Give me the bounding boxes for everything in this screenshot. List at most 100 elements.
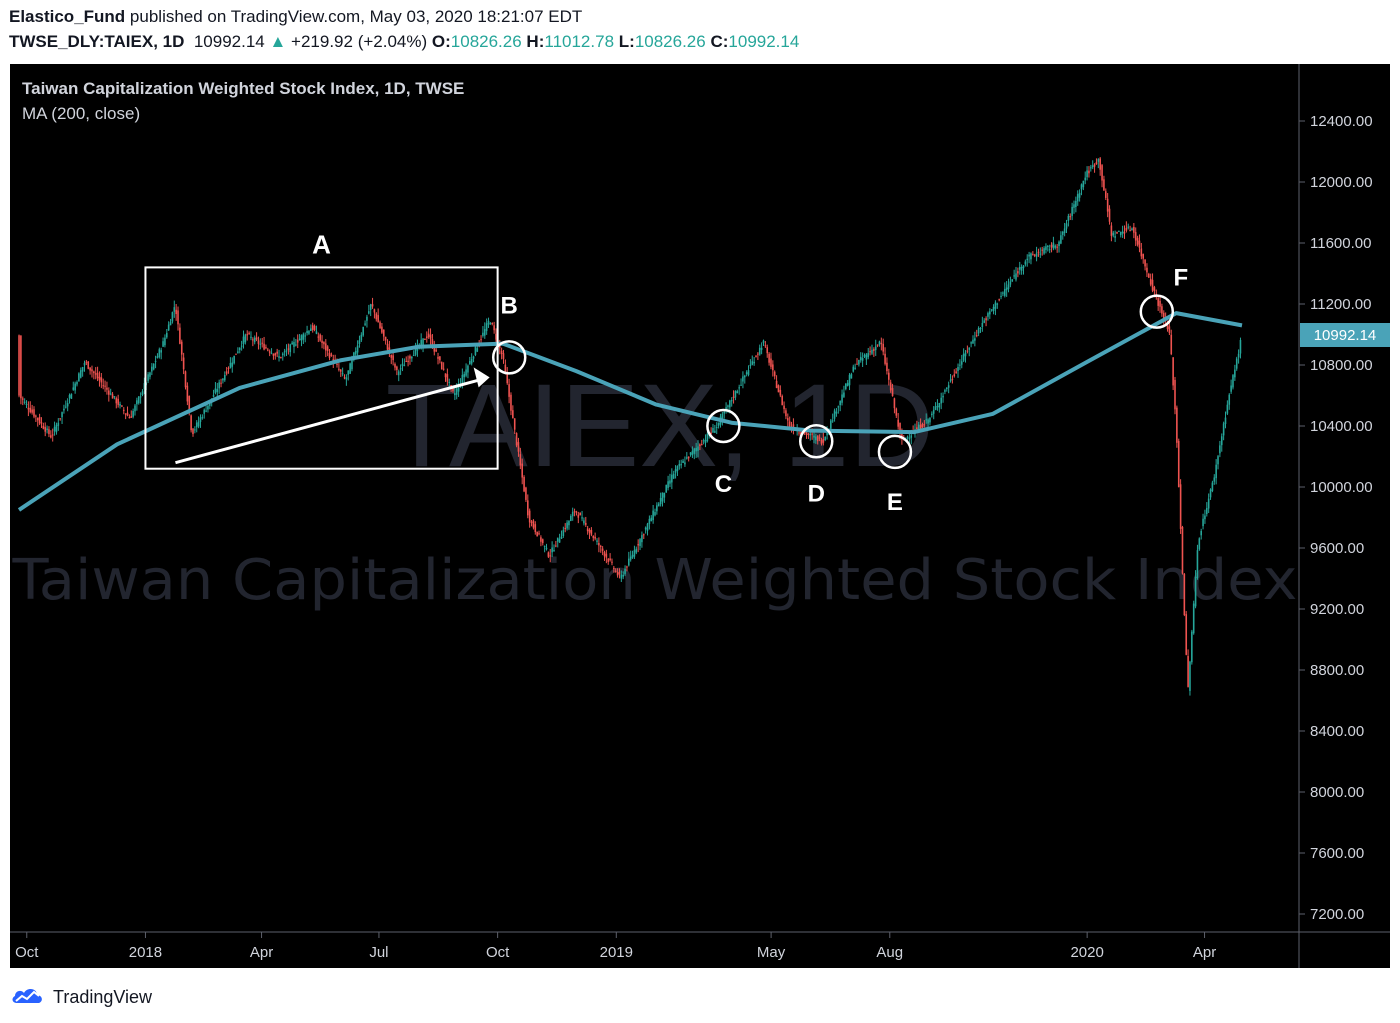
candle-body [665, 484, 668, 493]
candle-body [324, 343, 327, 351]
candle-body [186, 385, 189, 402]
candle-body [79, 370, 82, 378]
candle-body [611, 561, 613, 563]
candle-body [1194, 576, 1197, 607]
candle-body [487, 320, 490, 325]
x-tick-label: Aug [876, 944, 903, 961]
annotation-circle-f[interactable] [1139, 294, 1175, 329]
candle-body [953, 374, 956, 377]
candle-body [1050, 244, 1053, 248]
candle-body [1151, 279, 1154, 291]
candle-body [392, 355, 394, 361]
candle-body [109, 393, 112, 395]
candle-body [457, 383, 460, 392]
ma-200-line[interactable] [17, 311, 1243, 512]
candle-body [81, 366, 84, 372]
candle-body [381, 326, 383, 333]
candle-body [861, 357, 864, 361]
candle-body [257, 340, 260, 344]
candle-body [160, 350, 162, 353]
annotation-circle-e[interactable] [877, 434, 913, 470]
candle-body [1207, 498, 1210, 509]
candle-body [248, 332, 250, 334]
candle-body [31, 409, 33, 413]
candle-body [474, 346, 477, 356]
candle-body [1005, 287, 1008, 291]
candle-body [987, 313, 989, 317]
candle-body [1054, 245, 1057, 248]
candle-body [397, 371, 400, 376]
candle-body [923, 424, 926, 426]
publisher-name[interactable]: Elastico_Fund [9, 7, 126, 26]
candle-body [425, 336, 428, 338]
candle-body [553, 550, 555, 552]
candle-body [289, 344, 292, 353]
legend-indicator[interactable]: MA (200, close) [22, 104, 140, 123]
candle-body [180, 341, 183, 355]
candle-body [250, 336, 252, 338]
candle-body [648, 518, 651, 525]
candle-body [1191, 631, 1193, 663]
candle-body [931, 413, 933, 416]
candle-body [1099, 158, 1101, 170]
candle-body [91, 369, 93, 372]
candle-body [108, 390, 110, 395]
y-tick-label: 9600.00 [1310, 540, 1364, 557]
candle-body [710, 432, 712, 434]
candle-body [102, 385, 105, 387]
candle-body [859, 356, 862, 361]
time-axis[interactable] [10, 932, 1390, 968]
candle-body [934, 406, 937, 410]
candle-body [639, 539, 641, 546]
candle-body [371, 304, 374, 307]
candle-body [1202, 518, 1204, 527]
x-tick-label: Oct [486, 944, 510, 961]
tradingview-brand: TradingView [53, 986, 153, 1007]
candle-body [1011, 279, 1014, 282]
annotation-circle-d[interactable] [799, 424, 834, 459]
candle-body [1131, 228, 1133, 231]
candle-body [38, 417, 41, 424]
candle-body [743, 375, 746, 378]
candle-body [489, 323, 492, 325]
candle-body [641, 535, 643, 543]
candle-body [618, 571, 621, 575]
candle-body [104, 385, 106, 387]
candle-body [36, 417, 39, 421]
candle-body [1232, 375, 1234, 388]
candle-body [908, 437, 911, 440]
candle-body [463, 374, 466, 378]
candle-body [685, 457, 688, 459]
candle-body [233, 355, 235, 364]
price-axis[interactable] [1299, 64, 1390, 932]
annotation-circle-b[interactable] [491, 340, 527, 375]
plot-area[interactable] [10, 64, 1299, 932]
candle-body [822, 439, 825, 443]
candle-body [996, 303, 999, 305]
candle-body [93, 371, 95, 374]
candle-body [1148, 273, 1150, 278]
candle-body [76, 381, 78, 385]
chart-header: Elastico_Fund published on TradingView.c… [0, 0, 1400, 62]
candle-body [1078, 192, 1081, 198]
trend-arrow-line[interactable] [175, 378, 479, 465]
y-tick-label: 10000.00 [1310, 479, 1373, 496]
candle-body [882, 343, 885, 352]
candle-body [498, 344, 501, 348]
candle-body [970, 342, 972, 344]
candle-body [704, 440, 707, 443]
candle-body [276, 351, 278, 354]
candle-body [281, 353, 284, 356]
candle-body [366, 316, 368, 321]
tradingview-logo-icon [12, 989, 42, 1003]
candle-body [1073, 204, 1075, 208]
footer-brand[interactable]: TradingView [9, 984, 152, 1010]
candle-body [1108, 208, 1111, 222]
annotation-circle-c[interactable] [706, 408, 741, 444]
candle-body [164, 337, 166, 346]
candle-body [55, 424, 58, 433]
candle-body [201, 417, 204, 419]
candle-body [628, 558, 630, 566]
candle-body [1226, 404, 1229, 414]
